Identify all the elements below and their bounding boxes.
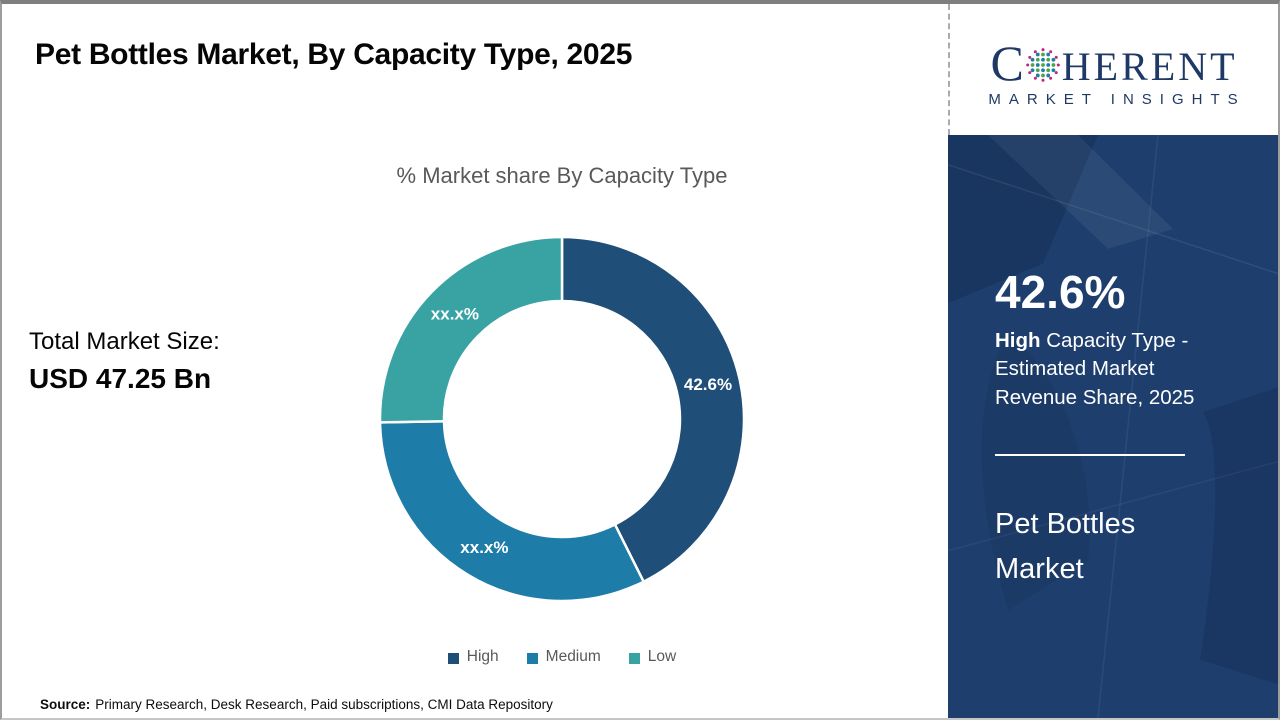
legend-item-high: High — [447, 648, 499, 666]
donut-segment-low — [378, 235, 564, 424]
logo-tagline: MARKET INSIGHTS — [988, 90, 1246, 108]
total-market-size: Total Market Size: USD 47.25 Bn — [29, 328, 220, 395]
donut-segment-medium — [378, 419, 645, 603]
legend-swatch-high — [447, 652, 459, 664]
legend-item-medium: Medium — [526, 648, 601, 666]
sidebar-product-title: Pet Bottles Market — [995, 508, 1136, 586]
slice-label-low: xx.x% — [431, 304, 479, 323]
page-title: Pet Bottles Market, By Capacity Type, 20… — [35, 38, 633, 71]
source-label: Source: — [40, 697, 91, 712]
chart-title: % Market share By Capacity Type — [396, 163, 728, 188]
sidebar-divider — [995, 454, 1185, 457]
logo-wordmark: C HERENT — [990, 38, 1237, 88]
total-market-size-label: Total Market Size: — [29, 328, 220, 355]
stat-description: High Capacity Type - Estimated Market Re… — [995, 327, 1223, 413]
world-map-texture — [948, 135, 1278, 718]
total-market-size-value: USD 47.25 Bn — [29, 363, 212, 394]
legend-label-high: High — [466, 648, 499, 665]
globe-icon — [1025, 47, 1060, 82]
legend-swatch-medium — [526, 652, 538, 664]
stat-description-bold: High — [995, 328, 1041, 352]
source-line: Source: Primary Research, Desk Research, … — [40, 697, 553, 712]
stat-description-rest: Capacity Type - Estimated Market Revenue… — [995, 328, 1195, 409]
slice-label-medium: xx.x% — [460, 538, 508, 557]
logo-letters-rest: HERENT — [1061, 43, 1238, 89]
chart-legend: High Medium Low — [312, 648, 812, 666]
logo: C HERENT MARKET INSIGHTS — [948, 4, 1278, 135]
legend-swatch-low — [628, 652, 640, 664]
legend-item-low: Low — [628, 648, 677, 666]
slice-label-high: 42.6% — [684, 375, 732, 394]
sidebar: 42.6% High Capacity Type - Estimated Mar… — [948, 135, 1278, 718]
stat-value: 42.6% — [995, 266, 1126, 318]
donut-segment-high — [560, 235, 746, 583]
legend-label-low: Low — [647, 648, 677, 665]
logo-letter-c: C — [990, 34, 1024, 91]
donut-chart: 42.6% xx.x% xx.x% — [378, 235, 746, 603]
source-text: Primary Research, Desk Research, Paid su… — [95, 697, 553, 712]
legend-label-medium: Medium — [545, 648, 601, 665]
